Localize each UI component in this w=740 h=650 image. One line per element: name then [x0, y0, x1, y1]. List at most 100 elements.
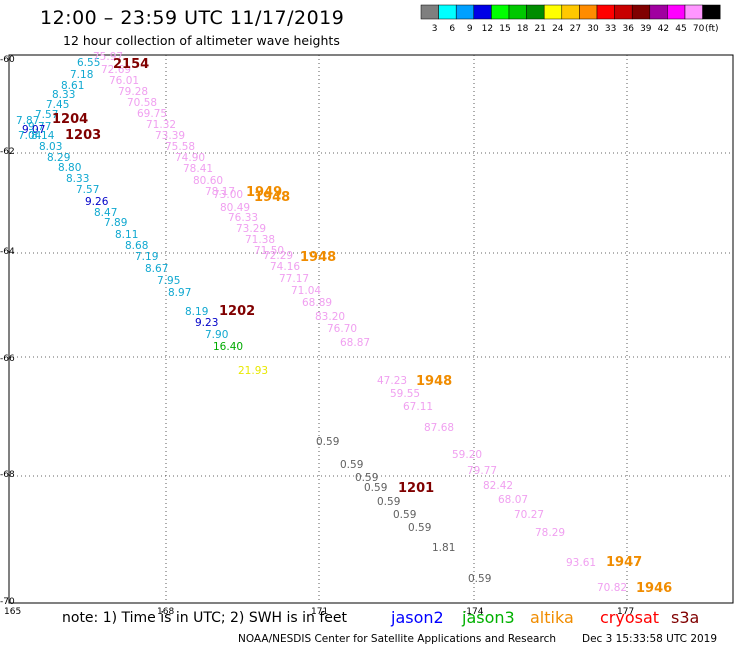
legend-swatch — [667, 4, 686, 20]
legend-swatch — [543, 4, 563, 20]
wave-height-label: 79.28 — [118, 86, 148, 98]
pass-time-label: 1204 — [52, 112, 88, 127]
wave-height-label: 73.29 — [236, 223, 266, 235]
longitude-tick-label: 165 — [4, 607, 21, 617]
latitude-tick-label: -68 — [0, 470, 15, 480]
legend-bin-label: 33 — [605, 24, 616, 34]
legend-swatch — [420, 4, 439, 20]
wave-height-label: 68.89 — [302, 297, 332, 309]
legend-bin-label: 18 — [517, 24, 529, 34]
latitude-tick-label: -62 — [0, 147, 15, 157]
wave-height-label: 73.39 — [155, 130, 185, 142]
wave-height-label: 7.87 — [16, 115, 39, 127]
wave-height-label: 59.55 — [390, 388, 420, 400]
satellite-altika-label: altika — [530, 608, 574, 627]
pass-time-label: 1202 — [219, 304, 255, 319]
legend-bin-label: 70 — [693, 24, 705, 34]
wave-height-label: 82.42 — [483, 480, 513, 492]
wave-height-label: 7.04 — [18, 130, 42, 142]
wave-height-label: 75.97 — [93, 51, 123, 63]
legend-bin-label: 27 — [570, 24, 581, 34]
footnote: note: 1) Time is in UTC; 2) SWH is in fe… — [62, 610, 348, 626]
wave-height-label: 9.77 — [28, 121, 51, 133]
wave-height-label: 7.18 — [70, 69, 93, 81]
wave-height-label: 68.07 — [498, 494, 528, 506]
pass-time-label: 1203 — [65, 128, 101, 143]
wave-height-label: 78.17 — [205, 186, 235, 198]
wave-height-label: 93.61 — [566, 557, 596, 569]
wave-height-label: 71.38 — [245, 234, 275, 246]
wave-height-label: 7.57 — [35, 109, 58, 121]
legend-swatch — [649, 4, 668, 20]
legend-bin-label: 39 — [640, 24, 652, 34]
wave-height-label: 0.59 — [377, 496, 400, 508]
pass-time-label: 1947 — [606, 555, 642, 570]
legend-swatch — [473, 4, 492, 20]
wave-height-label: 8.61 — [61, 80, 84, 92]
wave-height-label: 9.07 — [22, 124, 45, 136]
satellite-jason2-label: jason2 — [391, 608, 444, 627]
latitude-tick-label: -70 — [0, 597, 15, 607]
wave-height-label: 7.95 — [157, 275, 180, 287]
legend-swatch — [491, 4, 510, 20]
pass-time-label: 2154 — [113, 57, 149, 72]
pass-time-label: 1946 — [636, 581, 672, 596]
legend-swatch — [702, 4, 721, 20]
wave-height-label: 8.14 — [31, 130, 55, 142]
wave-height-label: 8.29 — [47, 152, 70, 164]
wave-height-label: 71.50 — [254, 245, 284, 257]
wave-height-label: 67.11 — [403, 401, 433, 413]
legend-swatch — [614, 4, 633, 20]
satellite-jason3-label: jason3 — [462, 608, 515, 627]
wave-height-label: 7.19 — [135, 251, 158, 263]
wave-height-label: 80.49 — [220, 202, 250, 214]
legend-swatch — [561, 4, 580, 20]
wave-height-label: 21.93 — [238, 365, 268, 377]
wave-height-label: 7.57 — [76, 184, 99, 196]
map-subtitle: 12 hour collection of altimeter wave hei… — [63, 33, 340, 48]
wave-height-label: 73.00 — [213, 189, 243, 201]
legend-bin-label: 15 — [499, 24, 510, 34]
pass-time-label: 1948 — [416, 374, 452, 389]
pass-time-label: 1201 — [398, 481, 434, 496]
wave-height-label: 8.33 — [52, 89, 75, 101]
legend-swatch — [455, 4, 475, 20]
wave-height-label: 1.81 — [432, 542, 455, 554]
wave-height-label: 0.59 — [355, 472, 378, 484]
legend-bin-label: 21 — [534, 24, 545, 34]
wave-height-label: 0.59 — [364, 482, 387, 494]
wave-height-label: 9.26 — [85, 196, 109, 208]
legend-swatch — [631, 4, 651, 20]
wave-height-label: 76.01 — [109, 75, 139, 87]
wave-height-label: 8.47 — [94, 207, 117, 219]
wave-height-label: 0.59 — [393, 509, 416, 521]
wave-height-label: 8.19 — [185, 306, 208, 318]
wave-height-label: 68.87 — [340, 337, 370, 349]
wave-height-label: 70.27 — [514, 509, 544, 521]
legend-bin-label: 9 — [467, 24, 473, 34]
wave-height-label: 7.45 — [46, 99, 69, 111]
wave-height-label: 71.04 — [291, 285, 321, 297]
legend-bin-label: 24 — [552, 24, 564, 34]
legend-bin-label: 3 — [432, 24, 438, 34]
wave-height-label: 8.68 — [125, 240, 148, 252]
latitude-tick-label: -66 — [0, 354, 15, 364]
wave-height-label: 83.20 — [315, 311, 345, 323]
wave-height-label: 74.16 — [270, 261, 300, 273]
wave-height-label: 80.60 — [193, 175, 223, 187]
wave-height-label: 6.55 — [77, 57, 100, 69]
wave-height-label: 87.68 — [424, 422, 454, 434]
wave-height-label: 47.23 — [377, 375, 407, 387]
wave-height-label: 8.67 — [145, 263, 168, 275]
pass-time-label: 1948 — [300, 250, 336, 265]
pass-time-label: 1949 — [246, 185, 282, 200]
wave-height-label: 59.20 — [452, 449, 482, 461]
wave-height-label: 72.29 — [263, 250, 293, 262]
wave-height-label: 69.75 — [137, 108, 167, 120]
wave-height-label: 75.58 — [165, 141, 195, 153]
legend-swatch — [684, 4, 703, 20]
map-frame — [8, 54, 734, 604]
legend-swatch — [596, 4, 615, 20]
legend-bin-label: 12 — [482, 24, 493, 34]
